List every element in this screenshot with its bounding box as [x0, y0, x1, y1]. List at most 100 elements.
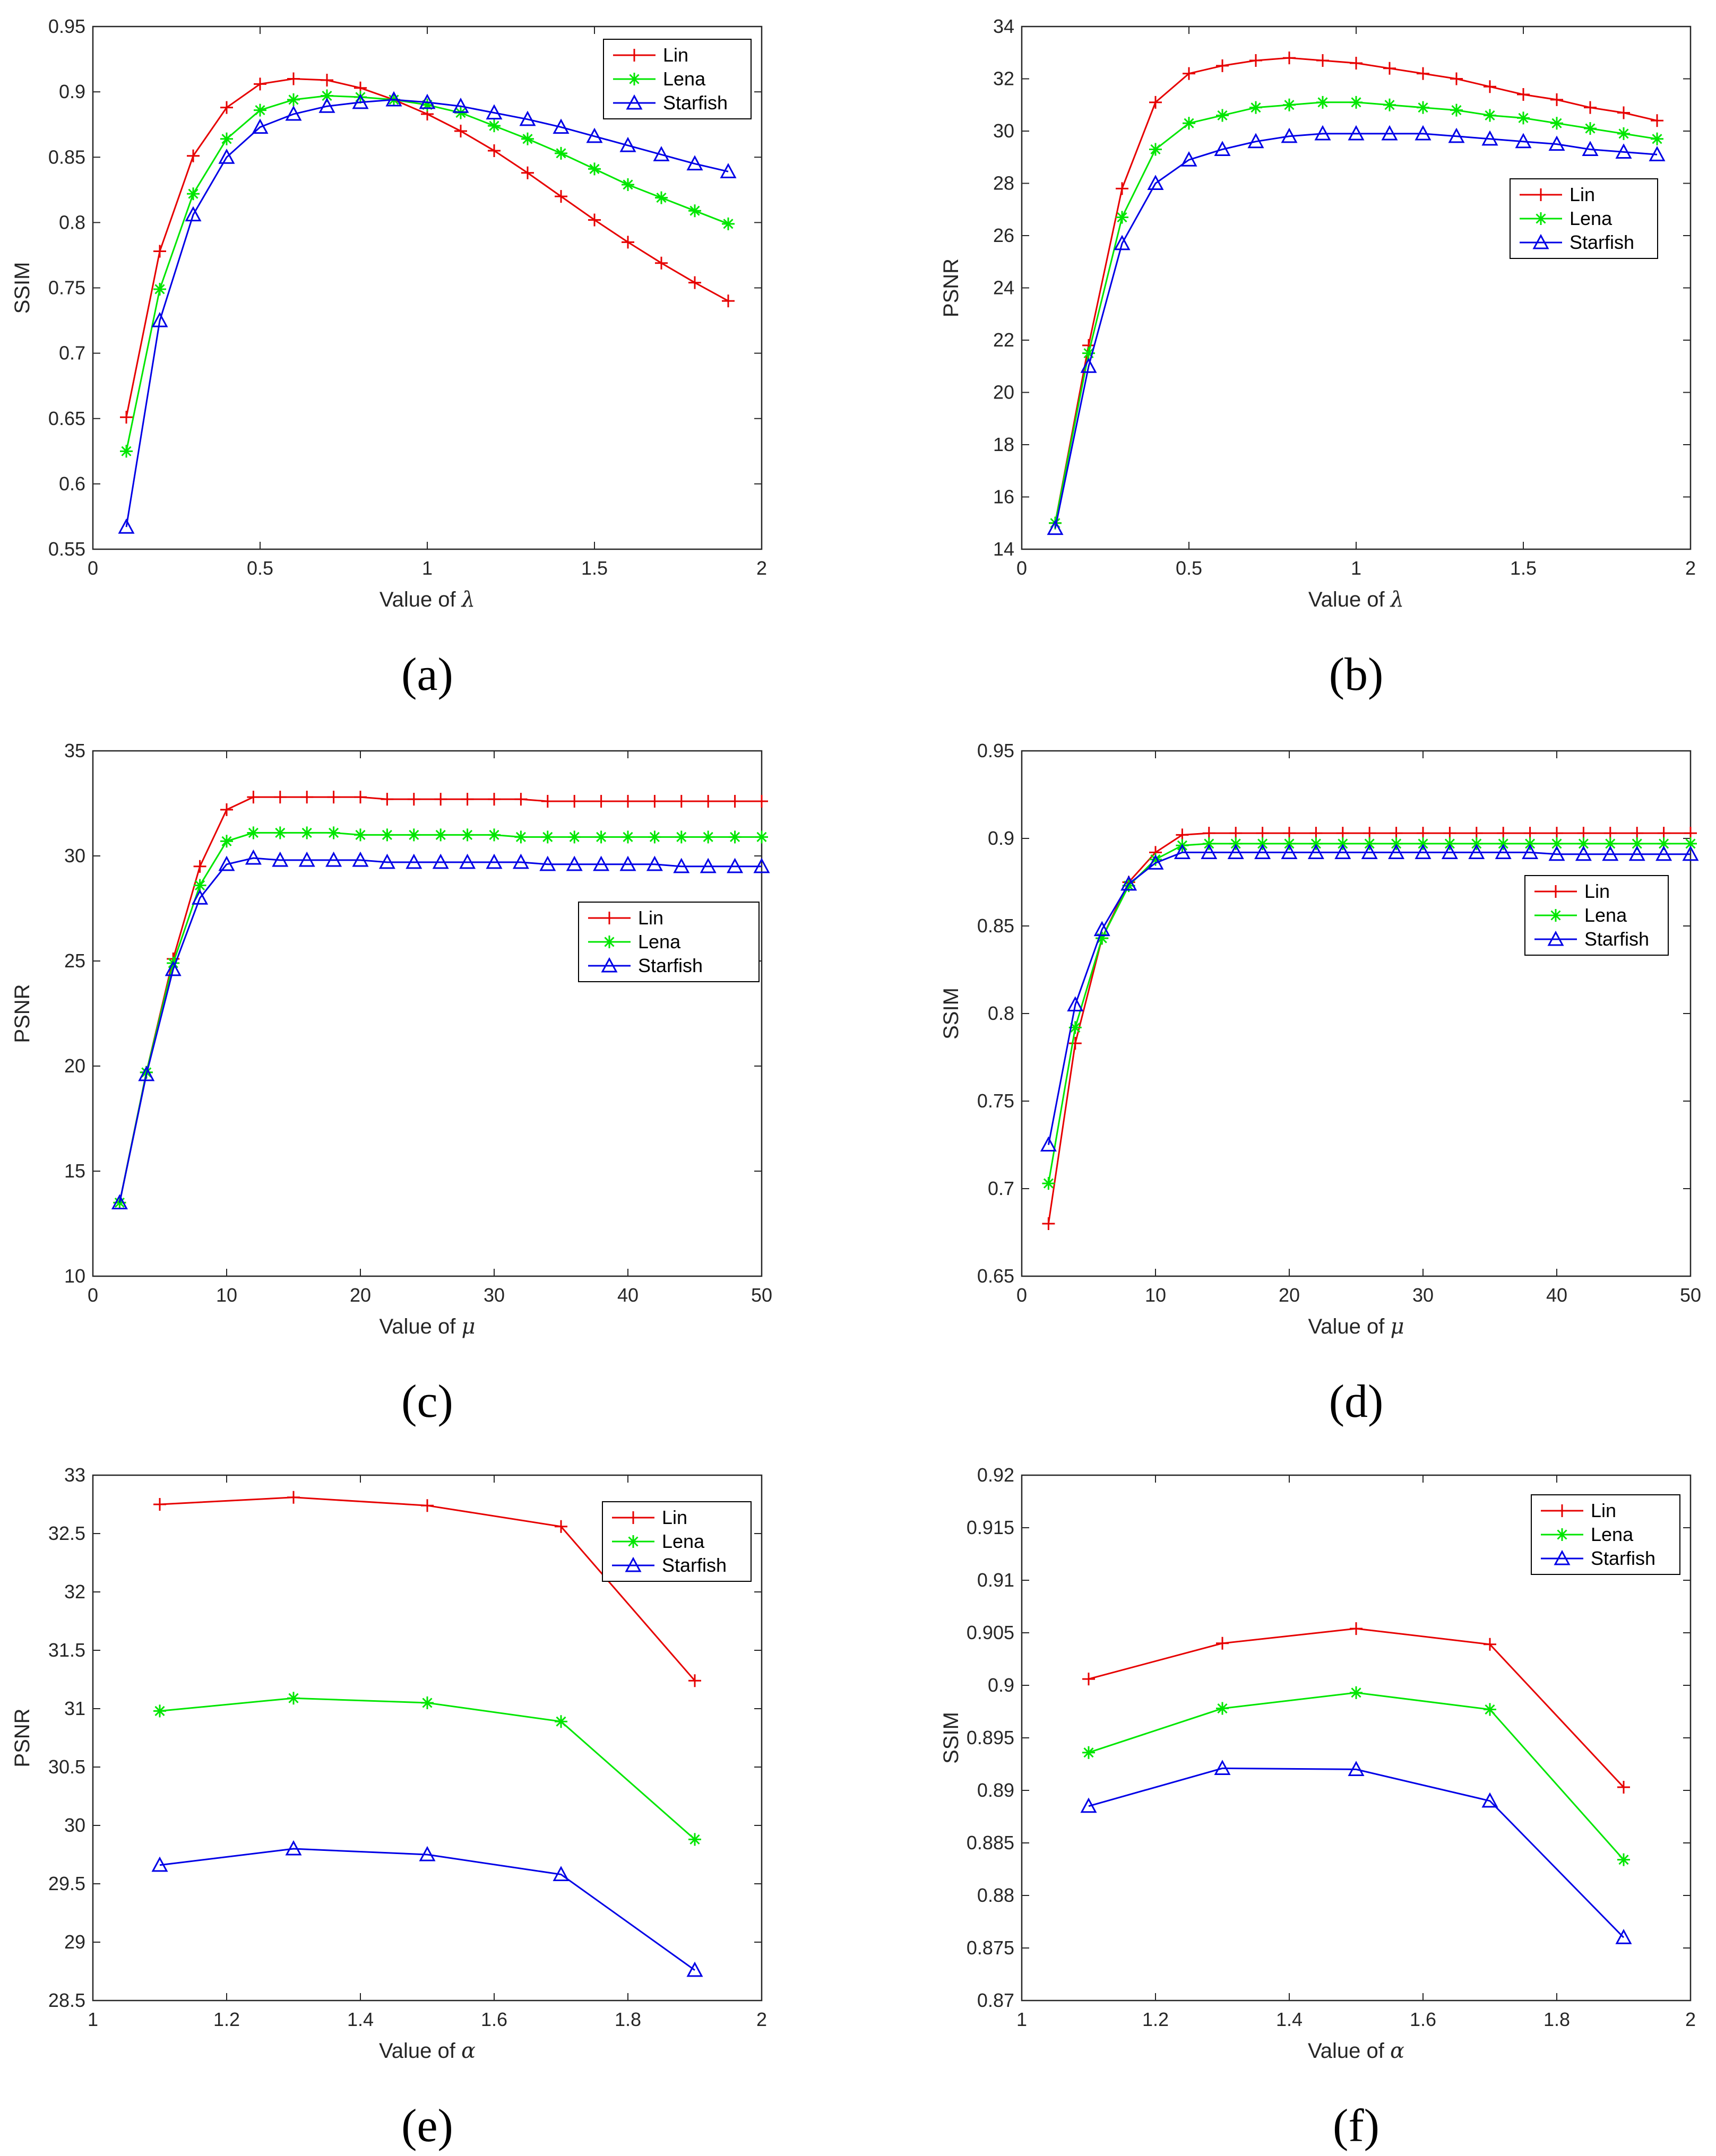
data-point-lin: [1216, 59, 1229, 72]
data-point-starfish: [686, 1961, 703, 1977]
data-point-starfish: [1415, 125, 1432, 141]
data-point-lena: [1450, 103, 1463, 117]
data-point-starfish: [406, 853, 422, 869]
data-point-starfish: [1582, 141, 1599, 157]
data-point-lin: [1617, 106, 1630, 119]
y-tick-label: 0.885: [967, 1832, 1014, 1854]
data-point-lena: [421, 98, 434, 111]
legend-marker-lin: [1549, 885, 1562, 898]
data-point-lena: [1350, 96, 1363, 109]
data-point-lena: [1256, 837, 1269, 850]
legend-label-lin: Lin: [638, 907, 663, 929]
data-point-lin: [622, 236, 634, 249]
chart-panel-f: 1 1.2 1.4 1.6 1.8 2 0.87 0.875 0.88 0.885 0.89 0.89…: [939, 1464, 1696, 2152]
data-point-lena: [1122, 879, 1135, 893]
data-point-lin: [648, 795, 661, 808]
legend-marker-starfish: [1547, 930, 1564, 946]
data-point-starfish: [1040, 1136, 1057, 1152]
data-point-lena: [1116, 211, 1128, 224]
data-point-starfish: [432, 853, 449, 869]
data-point-lin: [1383, 62, 1396, 75]
y-tick-label: 0.75: [48, 277, 85, 299]
data-point-lena: [1484, 1703, 1496, 1716]
x-tick-label: 40: [1546, 1284, 1567, 1306]
data-point-lin: [541, 795, 554, 808]
series-line-starfish: [1054, 133, 1658, 529]
x-tick-label: 1.2: [1142, 2008, 1169, 2030]
data-point-lena: [1550, 117, 1563, 130]
y-tick-label: 0.8: [59, 211, 85, 233]
y-tick-label: 0.85: [977, 915, 1014, 937]
data-point-lin: [675, 795, 688, 808]
data-point-starfish: [586, 127, 603, 143]
data-point-starfish: [553, 1866, 570, 1881]
data-point-lin: [153, 245, 166, 258]
data-point-starfish: [1067, 996, 1084, 1012]
data-point-starfish: [566, 855, 583, 871]
data-point-lena: [1523, 837, 1537, 850]
data-point-lin: [434, 793, 447, 806]
x-axis-label: Value of α: [379, 2039, 476, 2063]
data-point-lena: [1603, 837, 1617, 850]
data-point-lin: [1082, 1673, 1095, 1686]
y-axis-label: PSNR: [11, 1708, 34, 1767]
data-point-lin: [300, 791, 314, 804]
data-point-starfish: [452, 98, 469, 113]
y-tick-label: 18: [993, 434, 1014, 455]
x-axis-label: Value of λ: [1308, 587, 1404, 612]
data-point-lena: [1390, 837, 1403, 850]
legend-marker-lin: [603, 912, 616, 924]
data-point-lena: [220, 132, 233, 145]
data-point-lin: [1484, 80, 1496, 93]
x-tick-label: 2: [756, 2008, 767, 2030]
data-point-starfish: [252, 118, 269, 134]
data-point-starfish: [673, 858, 690, 873]
data-point-starfish: [118, 518, 135, 534]
y-tick-label: 15: [64, 1160, 85, 1182]
data-point-lin: [1283, 51, 1296, 65]
data-point-lin: [220, 803, 233, 816]
data-point-starfish: [1147, 175, 1164, 191]
data-point-lena: [187, 187, 200, 201]
data-point-starfish: [1522, 844, 1539, 859]
data-point-starfish: [285, 1840, 302, 1856]
data-point-starfish: [419, 1846, 436, 1861]
data-point-lena: [1484, 109, 1496, 122]
data-point-lena: [1249, 101, 1262, 114]
data-point-lena: [321, 89, 333, 102]
plot-area: [1021, 750, 1692, 1277]
panel-caption: (f): [1333, 2100, 1379, 2152]
legend-label-starfish: Starfish: [662, 1554, 727, 1576]
chart-panel-e: 1 1.2 1.4 1.6 1.8 2 28.5 29 29.5 30 30.5 31 31.5 32 32…: [11, 1464, 767, 2152]
data-point-lena: [1316, 96, 1329, 109]
x-tick-label: 1.5: [581, 557, 608, 579]
data-point-lena: [588, 162, 601, 176]
data-point-lena: [1149, 143, 1162, 156]
legend-label-starfish: Starfish: [1584, 928, 1649, 950]
data-point-starfish: [1468, 844, 1485, 859]
data-point-starfish: [1080, 1797, 1097, 1813]
x-tick-label: 2: [756, 557, 767, 579]
legend-marker-lena: [603, 936, 616, 948]
data-point-starfish: [1548, 135, 1565, 151]
data-point-starfish: [1114, 235, 1131, 250]
data-point-lin: [488, 144, 501, 157]
data-point-lena: [488, 828, 501, 842]
data-point-lin: [1617, 1781, 1630, 1794]
data-point-lin: [461, 793, 474, 806]
data-point-starfish: [1615, 1929, 1632, 1944]
x-tick-label: 1: [88, 2008, 98, 2030]
legend-label-lena: Lena: [1584, 904, 1627, 926]
data-point-lin: [120, 411, 133, 424]
data-point-starfish: [700, 858, 717, 873]
data-point-starfish: [1180, 151, 1197, 167]
legend-label-lena: Lena: [638, 931, 681, 953]
data-point-starfish: [1649, 146, 1666, 161]
data-point-starfish: [151, 1856, 168, 1872]
data-point-lena: [153, 282, 166, 296]
legend-marker-lena: [1556, 1528, 1568, 1541]
